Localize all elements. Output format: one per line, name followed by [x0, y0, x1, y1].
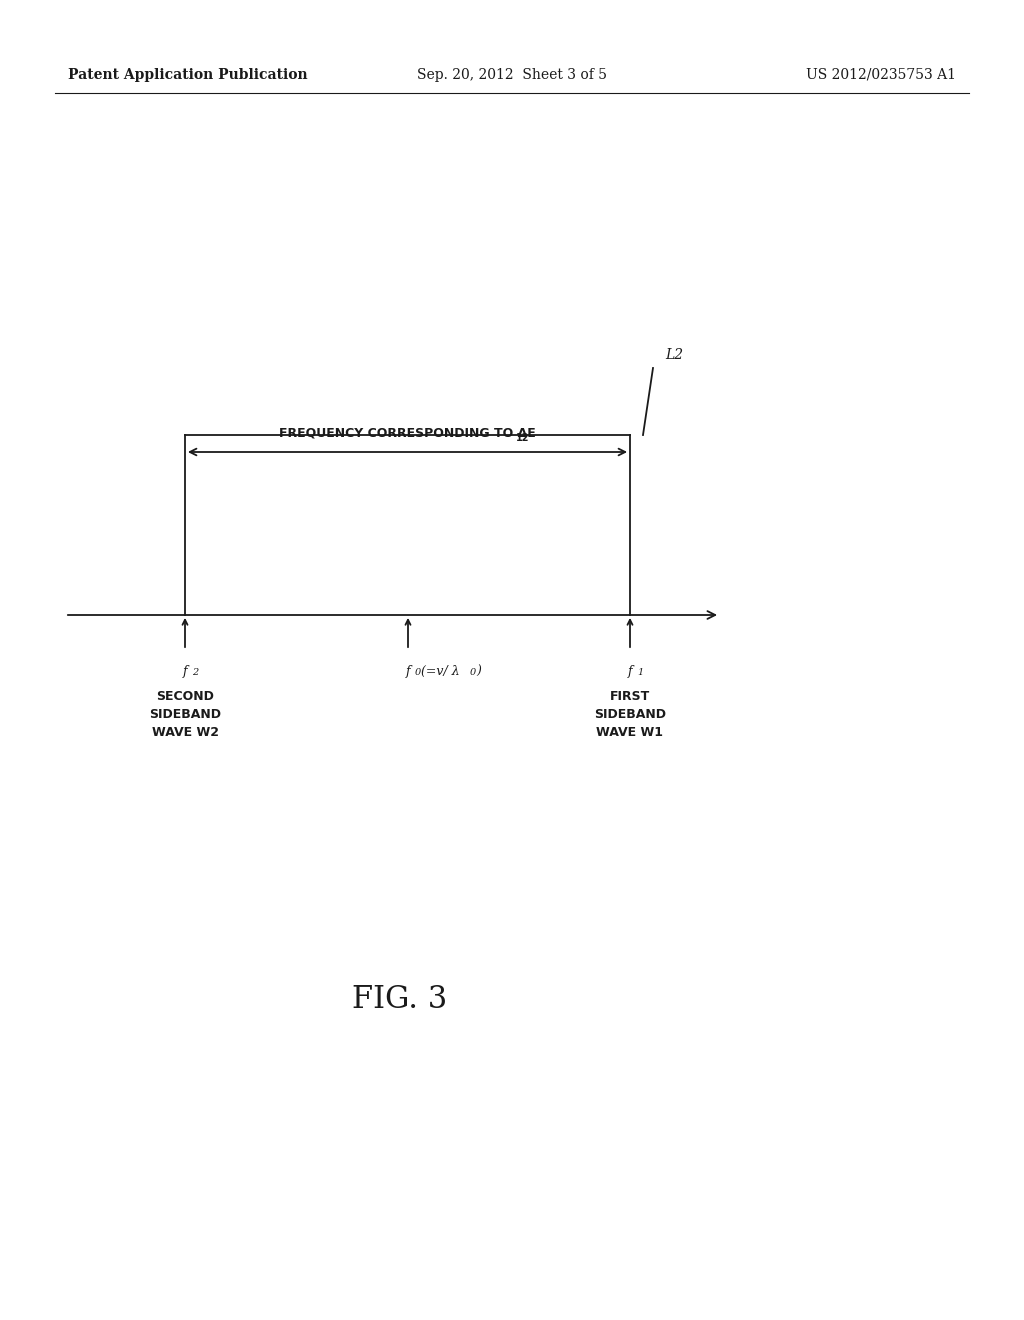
Text: Patent Application Publication: Patent Application Publication [68, 69, 307, 82]
Text: 2: 2 [193, 668, 199, 677]
Text: L2: L2 [665, 348, 683, 362]
Text: Sep. 20, 2012  Sheet 3 of 5: Sep. 20, 2012 Sheet 3 of 5 [417, 69, 607, 82]
Text: 1: 1 [637, 668, 643, 677]
Text: f: f [182, 665, 187, 678]
Text: FREQUENCY CORRESPONDING TO ΔE: FREQUENCY CORRESPONDING TO ΔE [280, 426, 536, 440]
Text: US 2012/0235753 A1: US 2012/0235753 A1 [806, 69, 956, 82]
Text: f: f [628, 665, 632, 678]
Text: WAVE W2: WAVE W2 [152, 726, 218, 739]
Text: WAVE W1: WAVE W1 [597, 726, 664, 739]
Text: FIRST: FIRST [610, 690, 650, 704]
Text: ): ) [476, 665, 481, 678]
Text: SECOND: SECOND [156, 690, 214, 704]
Text: f: f [406, 665, 411, 678]
Text: (=v/ λ: (=v/ λ [421, 665, 460, 678]
Text: SIDEBAND: SIDEBAND [594, 708, 666, 721]
Text: FIG. 3: FIG. 3 [352, 985, 447, 1015]
Text: 12: 12 [515, 433, 529, 444]
Text: 0: 0 [470, 668, 476, 677]
Text: 0: 0 [415, 668, 421, 677]
Text: SIDEBAND: SIDEBAND [150, 708, 221, 721]
